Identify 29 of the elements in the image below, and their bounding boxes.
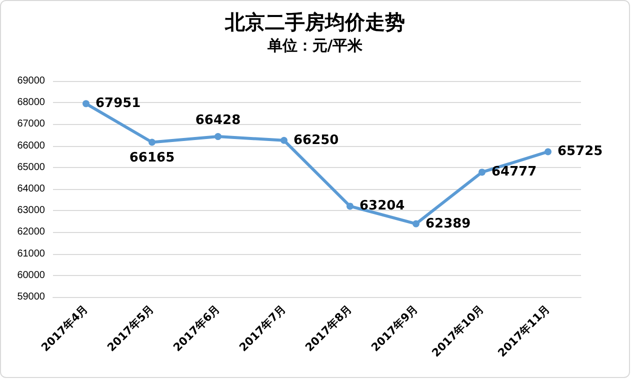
point <box>412 220 420 228</box>
chart-subtitle: 单位：元/平米 <box>266 36 364 54</box>
point <box>82 100 90 108</box>
y-tick-label: 67000 <box>17 118 46 130</box>
data-label: 66165 <box>129 150 175 166</box>
y-tick-label: 62000 <box>17 226 46 238</box>
point <box>214 133 222 140</box>
data-label: 64777 <box>492 164 537 180</box>
y-tick-label: 61000 <box>17 248 46 260</box>
data-label: 67951 <box>96 96 141 112</box>
y-tick-label: 69000 <box>17 76 46 86</box>
y-tick-label: 64000 <box>17 184 46 194</box>
point <box>280 136 288 144</box>
point <box>346 202 354 210</box>
y-tick-label: 60000 <box>17 270 46 281</box>
data-label: 63204 <box>360 198 405 214</box>
point <box>148 138 156 146</box>
data-label: 62389 <box>426 216 471 232</box>
y-tick-label: 66000 <box>17 140 46 152</box>
y-tick-label: 63000 <box>17 205 46 216</box>
chart-title: 北京二手房均价走势 <box>224 10 405 34</box>
point <box>478 168 486 176</box>
y-tick-label: 68000 <box>17 97 46 108</box>
data-label: 65725 <box>558 144 603 160</box>
point <box>544 148 552 156</box>
y-tick-label: 65000 <box>17 162 46 173</box>
data-label: 66428 <box>195 113 241 128</box>
y-tick-label: 59000 <box>17 292 46 302</box>
data-label: 66250 <box>294 132 339 148</box>
